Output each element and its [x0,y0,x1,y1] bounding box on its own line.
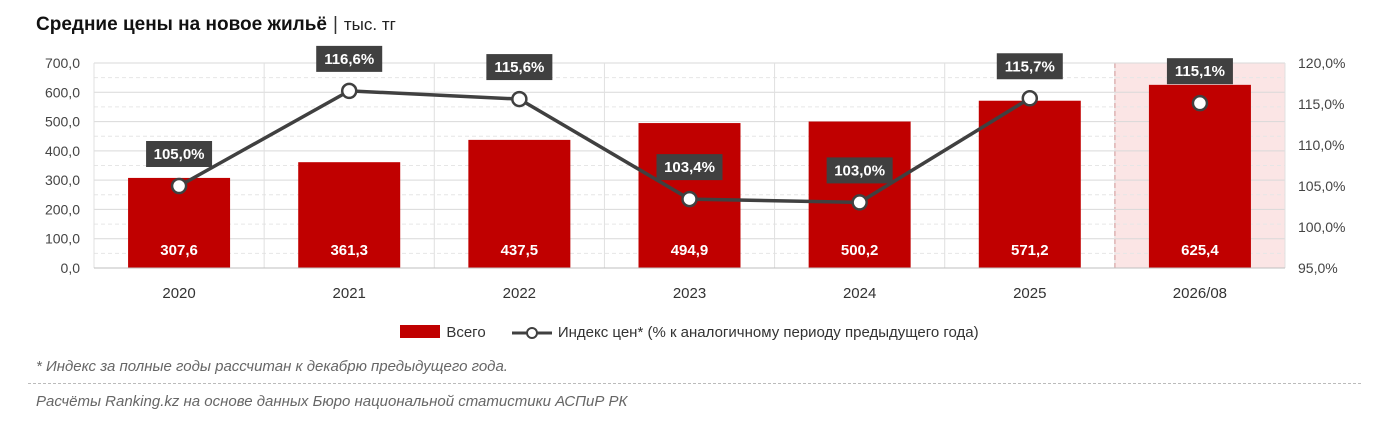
bar [978,100,1081,268]
bar [468,139,571,268]
y-left-tick-label: 200,0 [45,201,80,217]
y-right-tick-label: 95,0% [1298,260,1338,276]
y-left-tick-label: 0,0 [61,260,81,276]
x-tick-label: 2022 [503,285,536,302]
bar-value-label: 571,2 [1011,242,1049,259]
y-left-tick-label: 600,0 [45,84,80,100]
bar-value-label: 361,3 [330,242,368,259]
line-value-label: 103,4% [664,159,715,176]
combo-chart: 0,0 100,0 200,0 300,0 400,0 500,0 600,0 700,0 95… [45,45,1345,302]
y-right-tick-label: 100,0% [1298,219,1345,235]
chart-title: Средние цены на новое жильё | тыс. тг [36,14,396,36]
line-point [1191,94,1209,112]
footnote: * Индекс за полные годы рассчитан к дека… [36,358,508,375]
y-right-tick-label: 115,0% [1298,96,1344,112]
source-note: Расчёты Ranking.kz на основе данных Бюро… [36,393,628,410]
line-value-label: 116,6% [324,51,374,68]
line-point [681,190,698,208]
legend-line-label: Индекс цен* (% к аналогичному периоду пр… [557,323,979,341]
y-left-tick-label: 400,0 [45,143,80,159]
legend-bars-label: Всего [446,323,486,341]
line-label-box [826,157,893,184]
line-point [340,82,358,100]
legend-item-bars: Всего [400,323,486,341]
line-point [851,194,868,211]
x-tick-label: 2020 [162,285,195,302]
line-value-label: 103,0% [834,162,885,179]
x-tick-label: 2026/08 [1173,285,1227,302]
line-label-box [996,53,1063,80]
y-left-tick-label: 300,0 [45,172,80,188]
y-left-tick-label: 500,0 [45,114,80,130]
bar-value-label: 500,2 [841,242,879,259]
bar-value-label: 625,4 [1181,242,1219,259]
line-label-box [146,141,213,167]
line-point [1021,90,1039,107]
x-tick-label: 2021 [333,285,366,302]
bar [1148,84,1251,269]
y-left-tick-label: 100,0 [45,231,80,247]
y-right-tick-label: 105,0% [1298,178,1345,194]
y-right-tick-label: 110,0% [1298,137,1344,153]
y-left-tick-label: 700,0 [45,55,80,71]
chart-legend: Всего Индекс цен* (% к аналогичному пери… [0,323,1379,341]
legend-bar-swatch [400,324,441,338]
bar-value-label: 494,9 [671,242,709,259]
line-label-box [656,154,723,181]
line-label-box [316,45,383,72]
legend-item-line: Индекс цен* (% к аналогичному периоду пр… [510,324,979,341]
line-point [511,90,528,108]
bar-value-label: 307,6 [160,242,198,259]
line-value-label: 115,1% [1175,63,1225,80]
bar-value-label: 437,5 [501,242,539,259]
y-right-tick-label: 120,0% [1298,55,1345,71]
legend-line-swatch [511,326,552,339]
x-tick-label: 2024 [843,285,876,302]
title-separator: | [332,14,338,35]
line-value-label: 115,6% [494,59,544,76]
index-line [178,89,1031,205]
title-unit: тыс. тг [343,15,396,34]
footer-divider [28,383,1361,384]
x-tick-label: 2025 [1013,285,1046,302]
bar [298,162,401,268]
line-value-label: 105,0% [154,146,205,163]
chart-title-text: Средние цены на новое жильё [36,14,327,35]
line-point [170,177,188,195]
line-label-box [1166,58,1233,85]
line-label-box [486,54,553,81]
x-tick-label: 2023 [673,285,706,302]
line-value-label: 115,7% [1005,58,1055,75]
